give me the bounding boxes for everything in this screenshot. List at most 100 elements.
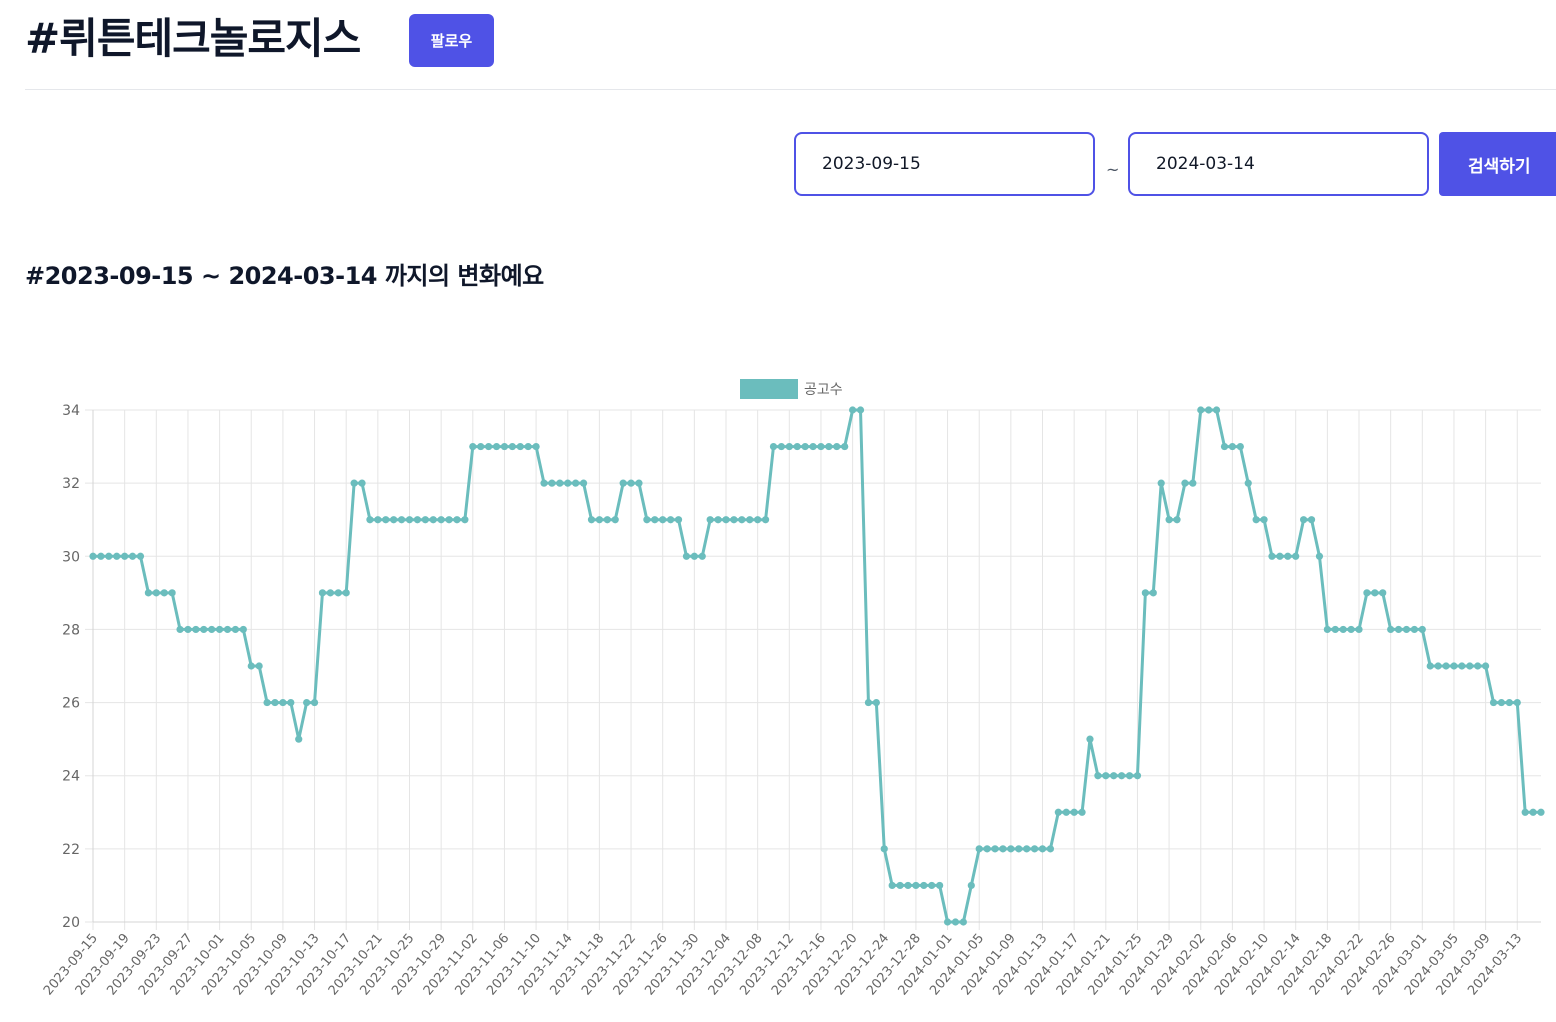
data-point [690,552,698,560]
data-point [1125,772,1134,780]
data-point [896,881,904,890]
data-point [1307,516,1316,524]
data-point [461,516,469,524]
data-point [1220,442,1229,451]
data-point [959,918,967,926]
y-tick-label: 30 [62,549,80,565]
data-point [1197,406,1205,414]
data-point [1276,552,1284,560]
data-point [1157,479,1165,487]
data-point [216,625,224,634]
data-point [445,516,453,524]
data-point [730,516,738,524]
data-point [698,552,706,560]
data-point [287,698,295,707]
data-point [1054,808,1062,816]
data-point [1363,589,1371,597]
data-point [350,479,358,487]
data-point [1038,845,1047,853]
data-point [880,845,888,853]
data-point [113,552,121,560]
data-point [967,881,975,890]
data-point [1355,625,1363,634]
data-point [1030,845,1039,853]
data-point [1173,516,1181,524]
data-point [437,516,445,524]
data-point [888,881,896,890]
data-point [548,479,556,487]
data-point [405,516,414,524]
data-point [1434,662,1442,670]
data-point [864,698,873,707]
chart-section-title: #2023-09-15 ~ 2024-03-14 까지의 변화예요 [25,262,544,290]
chart-series [89,406,1545,926]
data-point [239,625,247,634]
data-point [1497,698,1506,707]
data-point [920,881,928,890]
data-point [524,442,532,451]
data-point [1181,479,1189,487]
data-point [1513,698,1521,707]
data-point [595,516,604,524]
search-button[interactable]: 검색하기 [1439,132,1556,196]
data-point [579,479,588,487]
data-point [1458,662,1466,670]
data-point [1118,772,1126,780]
data-point [160,589,168,597]
data-point [904,881,912,890]
data-point [801,442,809,451]
data-point [500,442,509,451]
data-point [674,516,683,524]
data-point [714,516,722,524]
data-point [1007,845,1015,853]
data-point [825,442,833,451]
data-point [429,516,437,524]
data-point [1410,625,1418,634]
date-range-separator: ~ [1106,160,1120,179]
data-point [983,845,991,853]
data-point [659,516,667,524]
data-point [635,479,643,487]
data-point [1086,735,1094,743]
end-date-input[interactable] [1128,132,1429,196]
data-point [271,698,279,707]
data-point [1505,698,1513,707]
data-point [1244,479,1252,487]
data-point [231,625,240,634]
data-point [643,516,651,524]
legend-label[interactable]: 공고수 [804,382,843,398]
data-point [943,918,952,926]
data-point [1149,589,1157,597]
data-point [619,479,627,487]
data-point [951,918,960,926]
data-point [912,881,920,890]
data-point [1474,662,1482,670]
chart-grid [85,409,1541,930]
y-tick-label: 24 [62,769,80,785]
data-point [318,589,327,597]
data-point [1070,808,1078,816]
legend-swatch[interactable] [740,379,798,399]
data-point [587,516,596,524]
data-point [208,625,216,634]
start-date-input[interactable] [794,132,1095,196]
data-point [975,845,983,853]
job-count-line-chart: 20222426283032342023-09-152023-09-192023… [41,379,1545,998]
chart-legend[interactable]: 공고수 [740,379,843,399]
data-point [1442,662,1450,670]
data-point [1133,772,1142,780]
data-point [1165,516,1173,524]
data-point [991,845,999,853]
data-point [1482,662,1490,670]
data-point [1466,662,1474,670]
data-point [1394,625,1403,634]
data-point [176,625,184,634]
data-point [326,589,334,597]
data-point [1062,808,1070,816]
data-point [310,698,319,707]
follow-button[interactable]: 팔로우 [409,14,494,67]
data-point [1529,808,1537,816]
data-point [809,442,817,451]
data-point [746,516,754,524]
data-point [1189,479,1197,487]
